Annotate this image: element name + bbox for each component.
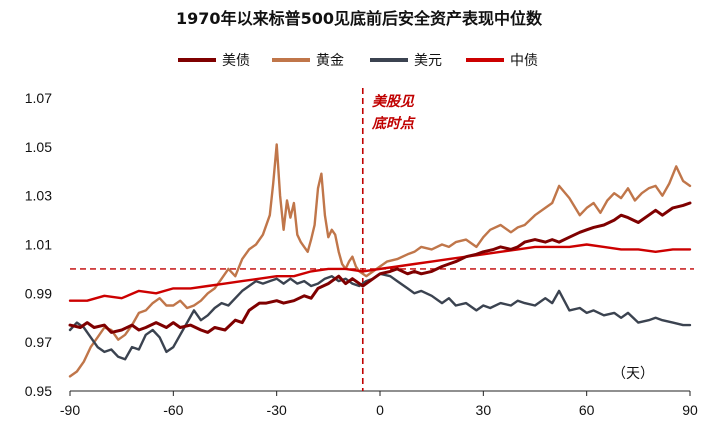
series-line-2 <box>68 272 692 361</box>
legend-label-2: 美元 <box>414 53 442 69</box>
legend-label-3: 中债 <box>510 53 538 69</box>
series-line-3 <box>68 243 692 302</box>
chart-title: 1970年以来标普500见底前后安全资产表现中位数 <box>176 9 543 28</box>
legend-label-0: 美债 <box>222 53 250 69</box>
y-tick-label: 1.05 <box>25 139 52 155</box>
y-tick-label: 1.03 <box>25 188 52 204</box>
series-line-0 <box>68 201 692 334</box>
x-tick-label: 90 <box>682 402 698 418</box>
x-tick-label: 0 <box>376 402 384 418</box>
x-tick-label: 30 <box>476 402 492 418</box>
axes: -90 -60 -30 0 30 60 90 0.95 0.97 0.99 1.01 1.03 1.05… <box>25 90 698 418</box>
legend: 美债 黄金 美元 中债 <box>178 52 538 69</box>
y-tick-label: 1.01 <box>25 237 52 253</box>
annotation-line-2: 底时点 <box>371 115 416 132</box>
x-unit-label: （天） <box>612 366 654 382</box>
x-tick-label: -60 <box>163 402 183 418</box>
annotation-line-1: 美股见 <box>372 93 415 110</box>
y-tick-label: 0.97 <box>25 334 52 350</box>
x-tick-label: 60 <box>579 402 595 418</box>
bottom-annotation: 美股见 底时点 <box>371 93 416 132</box>
y-tick-label: 1.07 <box>25 90 52 106</box>
series-line-1 <box>68 143 692 378</box>
y-tick-label: 0.95 <box>25 383 52 399</box>
x-tick-label: -90 <box>60 402 80 418</box>
legend-label-1: 黄金 <box>316 52 344 69</box>
x-tick-label: -30 <box>267 402 287 418</box>
y-tick-label: 0.99 <box>25 285 52 301</box>
plot-lines <box>68 143 692 378</box>
